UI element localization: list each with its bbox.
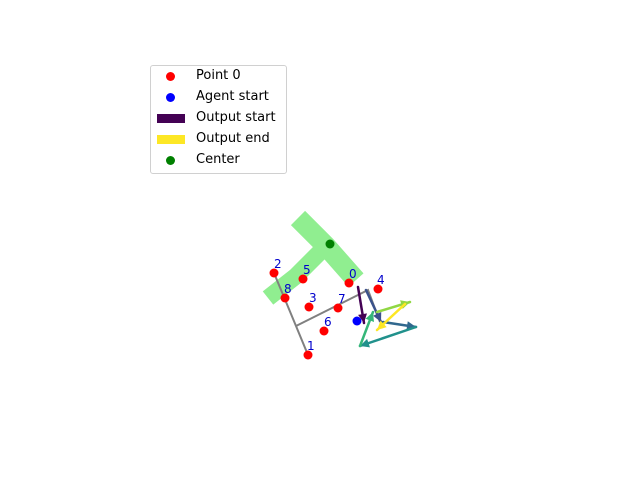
legend-item-output-end: Output end [151,130,286,150]
point-label: 7 [338,292,346,306]
point-label: 4 [377,273,385,287]
point-label: 1 [307,339,315,353]
point-label: 2 [274,257,282,271]
legend-marker-agent-start [166,93,175,102]
output-arrows [358,287,416,347]
point-label: 6 [324,315,332,329]
legend-label-center: Center [196,152,240,167]
point-label: 8 [284,282,292,296]
legend-item-point: Point 0 [151,67,286,87]
agent-start-marker [353,317,362,326]
legend-marker-center [166,156,175,165]
legend-marker-point [166,72,175,81]
legend-label-output-start: Output start [196,110,276,125]
legend-item-output-start: Output start [151,109,286,129]
legend-label-output-end: Output end [196,131,270,146]
legend-item-center: Center [151,151,286,171]
legend-label-point: Point 0 [196,68,241,83]
center-marker [326,240,335,249]
point-label: 3 [309,291,317,305]
legend: Point 0 Agent start Output start Output … [150,65,287,174]
point-label: 5 [303,263,311,277]
legend-marker-output-end [157,135,185,144]
legend-item-agent-start: Agent start [151,88,286,108]
legend-label-agent-start: Agent start [196,89,269,104]
legend-marker-output-start [157,114,185,123]
point-label: 0 [349,267,357,281]
